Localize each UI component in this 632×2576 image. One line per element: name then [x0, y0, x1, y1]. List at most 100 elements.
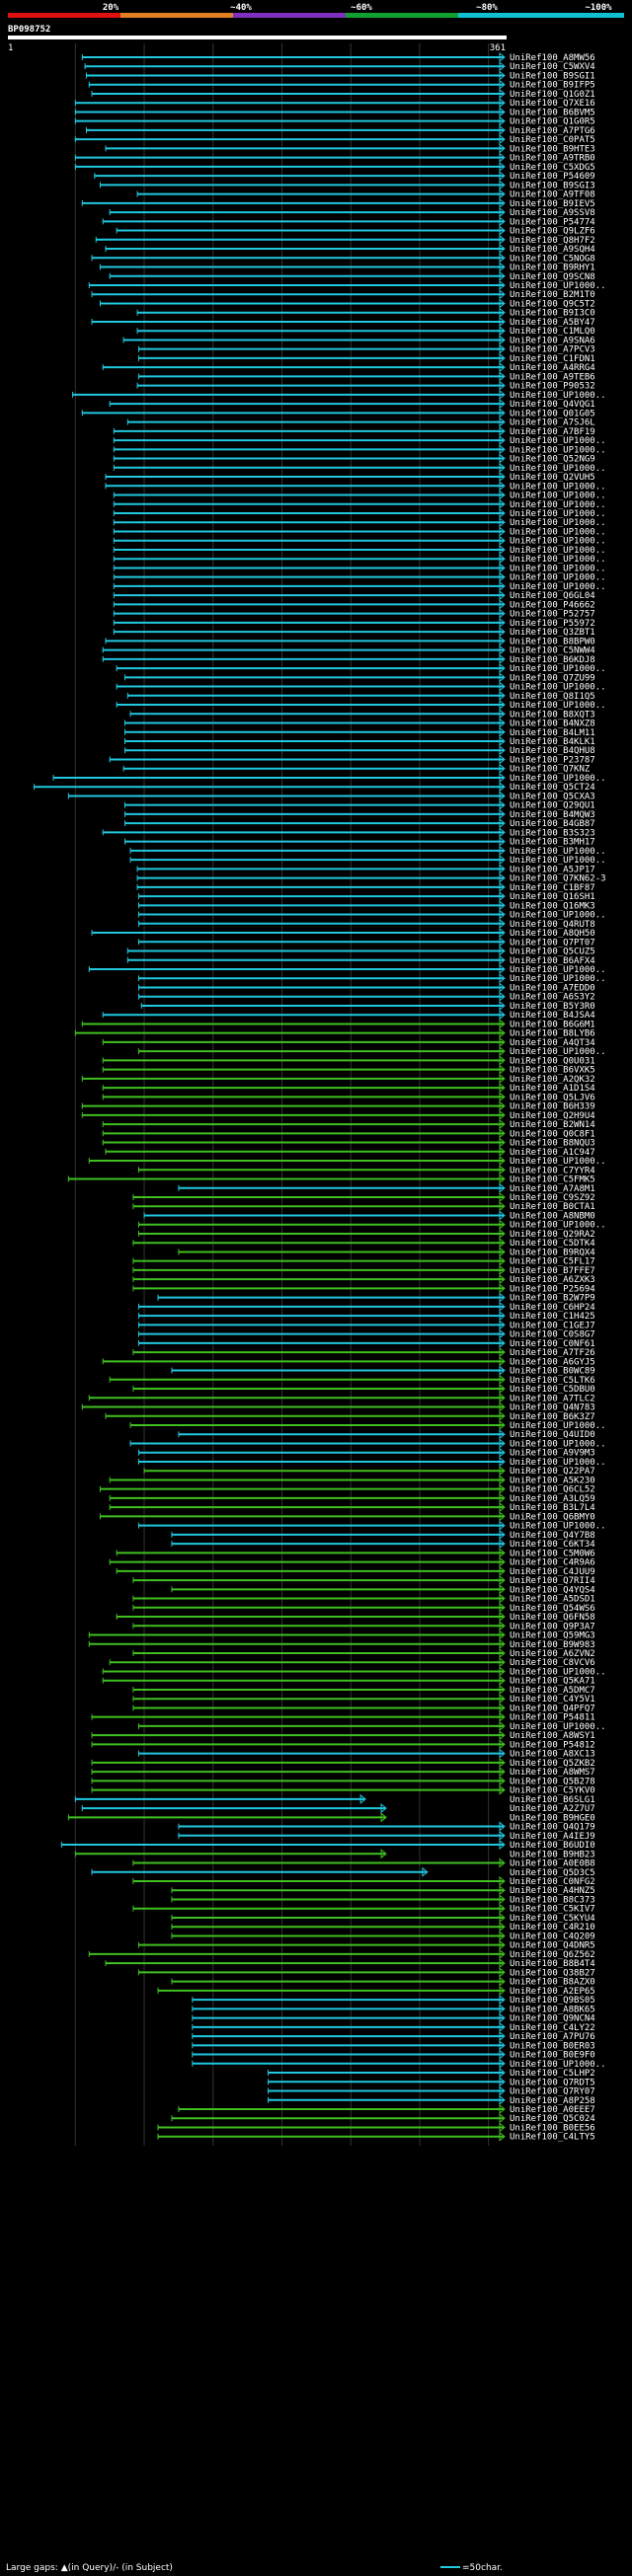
hit-label[interactable]: UniRef100_UP1000.. [510, 664, 606, 674]
hit-label[interactable]: UniRef100_C7YYR4 [510, 1166, 595, 1175]
hit-label[interactable]: UniRef100_C5NOG8 [510, 254, 595, 264]
hit-row[interactable]: UniRef100_UP1000.. [116, 681, 606, 693]
hit-label[interactable]: UniRef100_B8BPW0 [510, 637, 595, 646]
hit-label[interactable]: UniRef100_B2M1T0 [510, 290, 595, 300]
hit-label[interactable]: UniRef100_UP1000.. [510, 555, 606, 565]
hit-row[interactable]: UniRef100_C0NF61 [137, 1337, 595, 1349]
hit-label[interactable]: UniRef100_Q9NCN4 [510, 2014, 595, 2024]
hit-label[interactable]: UniRef100_A2Z7U7 [510, 1804, 595, 1814]
hit-label[interactable]: UniRef100_B6UDI0 [510, 1841, 595, 1851]
hit-label[interactable]: UniRef100_Q6CL52 [510, 1485, 595, 1495]
hit-row[interactable]: UniRef100_UP1000.. [113, 571, 606, 583]
hit-label[interactable]: UniRef100_A7BF19 [510, 427, 595, 437]
hit-row[interactable]: UniRef100_Q7RDT5 [268, 2077, 595, 2087]
hit-label[interactable]: UniRef100_UP1000.. [510, 1722, 606, 1732]
hit-row[interactable]: UniRef100_Q4VQG1 [109, 399, 595, 410]
hit-label[interactable]: UniRef100_Q4Y7B8 [510, 1531, 595, 1541]
hit-row[interactable]: UniRef100_Q5C024 [171, 2113, 595, 2124]
hit-label[interactable]: UniRef100_A6ZVN2 [510, 1649, 595, 1659]
hit-label[interactable]: UniRef100_UP1000.. [510, 500, 606, 510]
hit-label[interactable]: UniRef100_Q4N783 [510, 1403, 595, 1413]
hit-label[interactable]: UniRef100_A1D1S4 [510, 1084, 595, 1094]
hit-label[interactable]: UniRef100_Q22PA7 [510, 1467, 595, 1477]
hit-row[interactable]: UniRef100_A7PCV3 [137, 343, 595, 355]
hit-row[interactable]: UniRef100_B0WC89 [171, 1365, 595, 1377]
hit-label[interactable]: UniRef100_B3S323 [510, 828, 595, 838]
hit-row[interactable]: UniRef100_B4NXZ8 [124, 718, 595, 729]
hit-row[interactable]: UniRef100_Q52NG9 [113, 453, 595, 465]
hit-row[interactable]: UniRef100_A4QT34 [102, 1036, 595, 1048]
hit-row[interactable]: UniRef100_UP1000.. [129, 1419, 606, 1431]
hit-label[interactable]: UniRef100_B4NXZ8 [510, 720, 595, 729]
hit-label[interactable]: UniRef100_UP1000.. [510, 701, 606, 711]
hit-row[interactable]: UniRef100_C5DBU0 [132, 1383, 595, 1395]
hit-row[interactable]: UniRef100_A7TLC2 [88, 1393, 595, 1403]
hit-row[interactable]: UniRef100_Q7XE16 [74, 98, 595, 109]
hit-label[interactable]: UniRef100_A9SSV8 [510, 208, 595, 218]
hit-label[interactable]: UniRef100_Q2VUH5 [510, 473, 595, 483]
hit-label[interactable]: UniRef100_A7TLC2 [510, 1394, 595, 1403]
hit-label[interactable]: UniRef100_C5NWW4 [510, 646, 595, 656]
hit-row[interactable]: UniRef100_B8C373 [171, 1894, 595, 1905]
hit-row[interactable]: UniRef100_Q4Y7B8 [171, 1529, 595, 1541]
hit-label[interactable]: UniRef100_C0NFG2 [510, 1877, 595, 1887]
hit-label[interactable]: UniRef100_B8AZX0 [510, 1978, 595, 1988]
hit-row[interactable]: UniRef100_UP1000.. [113, 490, 606, 501]
hit-label[interactable]: UniRef100_A7PU76 [510, 2032, 595, 2042]
hit-label[interactable]: UniRef100_A6S3Y2 [510, 993, 595, 1003]
hit-row[interactable]: UniRef100_A8XC13 [137, 1748, 595, 1760]
hit-label[interactable]: UniRef100_A5DSD1 [510, 1595, 595, 1605]
hit-row[interactable]: UniRef100_UP1000.. [52, 772, 606, 784]
hit-label[interactable]: UniRef100_A4IEJ9 [510, 1832, 595, 1842]
hit-row[interactable]: UniRef100_B9IFP5 [88, 79, 595, 91]
hit-row[interactable]: UniRef100_B3S323 [102, 827, 595, 838]
hit-label[interactable]: UniRef100_C0S8G7 [510, 1330, 595, 1340]
hit-row[interactable]: UniRef100_C1GEJ7 [137, 1320, 595, 1330]
hit-row[interactable]: UniRef100_Q16SH1 [137, 891, 595, 902]
hit-row[interactable]: UniRef100_C5WXV4 [84, 61, 595, 72]
hit-row[interactable]: UniRef100_Q1G0R5 [74, 115, 595, 127]
hit-row[interactable]: UniRef100_A9TEB6 [137, 371, 595, 382]
hit-row[interactable]: UniRef100_C4JUU9 [116, 1565, 595, 1577]
hit-label[interactable]: UniRef100_P23787 [510, 755, 595, 765]
hit-row[interactable]: UniRef100_A6ZVN2 [132, 1647, 595, 1659]
hit-label[interactable]: UniRef100_B6H339 [510, 1102, 595, 1112]
hit-label[interactable]: UniRef100_UP1000.. [510, 1421, 606, 1431]
hit-row[interactable]: UniRef100_C5FL17 [132, 1255, 595, 1267]
hit-row[interactable]: UniRef100_Q54WS6 [132, 1602, 595, 1614]
hit-row[interactable]: UniRef100_C9SZ92 [132, 1191, 595, 1203]
hit-label[interactable]: UniRef100_P54811 [510, 1713, 595, 1723]
hit-label[interactable]: UniRef100_B4JSA4 [510, 1011, 595, 1021]
hit-label[interactable]: UniRef100_UP1000.. [510, 564, 606, 573]
hit-label[interactable]: UniRef100_Q59MG3 [510, 1631, 595, 1641]
hit-label[interactable]: UniRef100_C5FL17 [510, 1257, 595, 1267]
hit-label[interactable]: UniRef100_C5LHP2 [510, 2069, 595, 2079]
hit-row[interactable]: UniRef100_Q4PFQ7 [132, 1703, 595, 1713]
hit-row[interactable]: UniRef100_Q8H7F2 [95, 234, 595, 246]
hit-label[interactable]: UniRef100_A7PCV3 [510, 345, 595, 355]
hit-label[interactable]: UniRef100_B9I3C0 [510, 309, 595, 319]
hit-row[interactable]: UniRef100_C7YYR4 [137, 1165, 595, 1175]
hit-label[interactable]: UniRef100_UP1000.. [510, 1439, 606, 1449]
hit-row[interactable]: UniRef100_P54811 [91, 1711, 595, 1723]
hit-label[interactable]: UniRef100_B6SLG1 [510, 1795, 595, 1805]
hit-label[interactable]: UniRef100_B9IEV5 [510, 199, 595, 209]
hit-row[interactable]: UniRef100_UP1000.. [137, 1046, 606, 1057]
hit-row[interactable]: UniRef100_B9IEV5 [81, 197, 595, 209]
hit-row[interactable]: UniRef100_A4HNZ5 [171, 1885, 595, 1896]
hit-row[interactable]: UniRef100_Q5CUZ5 [126, 946, 595, 957]
hit-label[interactable]: UniRef100_Q7KN62-3 [510, 874, 606, 884]
hit-row[interactable]: UniRef100_C4R210 [171, 1922, 595, 1932]
hit-label[interactable]: UniRef100_Q9C5T2 [510, 299, 595, 309]
hit-label[interactable]: UniRef100_C5M0W6 [510, 1549, 595, 1558]
hit-label[interactable]: UniRef100_A5K230 [510, 1476, 595, 1485]
hit-row[interactable]: UniRef100_UP1000.. [113, 544, 606, 556]
hit-label[interactable]: UniRef100_Q7KNZ [510, 765, 591, 775]
hit-label[interactable]: UniRef100_A6ZXK3 [510, 1275, 595, 1285]
hit-row[interactable]: UniRef100_P46662 [113, 599, 595, 610]
hit-label[interactable]: UniRef100_P54609 [510, 172, 595, 182]
hit-label[interactable]: UniRef100_A4HNZ5 [510, 1886, 595, 1896]
hit-label[interactable]: UniRef100_A0EEE7 [510, 2105, 595, 2115]
hit-label[interactable]: UniRef100_A2EP65 [510, 1987, 595, 1997]
hit-row[interactable]: UniRef100_A7EDD0 [137, 982, 595, 993]
